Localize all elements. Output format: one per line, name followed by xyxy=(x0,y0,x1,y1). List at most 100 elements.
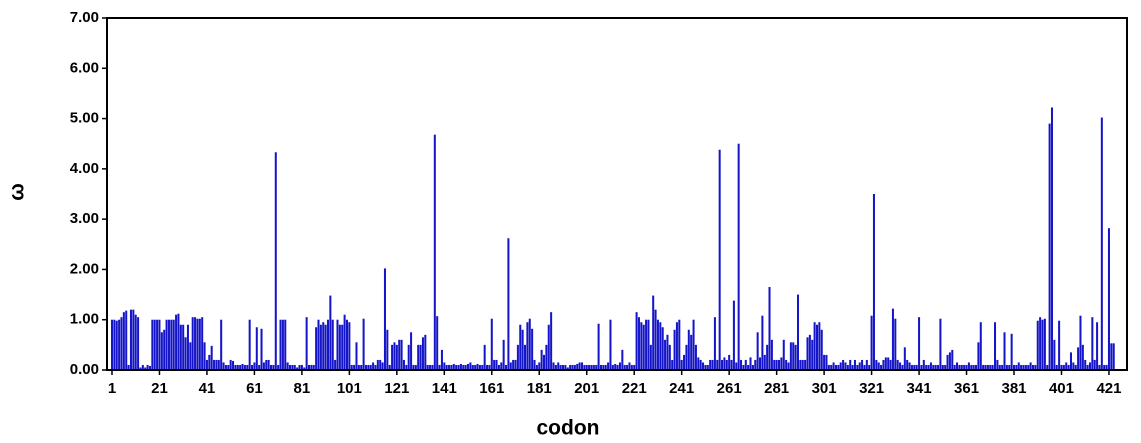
bar xyxy=(756,332,759,370)
bar xyxy=(972,364,975,370)
bar xyxy=(272,364,275,370)
bar xyxy=(1043,318,1046,370)
bar xyxy=(664,339,667,370)
bar xyxy=(246,364,249,370)
bar xyxy=(989,364,992,370)
bar xyxy=(998,364,1001,370)
bar xyxy=(635,312,638,370)
bar xyxy=(524,344,527,370)
bar xyxy=(533,359,536,370)
bar xyxy=(293,364,296,370)
bar xyxy=(977,342,980,370)
bar xyxy=(291,364,294,370)
x-tick-label: 341 xyxy=(907,380,932,397)
bar xyxy=(839,362,842,370)
y-axis-title: ω xyxy=(6,183,29,201)
bar xyxy=(984,364,987,370)
bar xyxy=(571,364,574,370)
bar xyxy=(796,294,800,370)
bar xyxy=(1100,117,1103,371)
bar xyxy=(400,339,403,370)
bar xyxy=(611,364,614,370)
bar xyxy=(364,364,367,370)
bar xyxy=(127,364,130,370)
bar xyxy=(706,364,709,370)
bar xyxy=(326,319,330,370)
bar xyxy=(868,364,871,370)
bar xyxy=(768,287,771,370)
bar xyxy=(186,324,189,370)
bar xyxy=(251,364,254,370)
bar xyxy=(215,359,218,370)
bar xyxy=(1079,315,1082,370)
bar xyxy=(823,354,826,370)
bar xyxy=(991,364,994,370)
bar xyxy=(421,337,424,370)
x-tick-label: 201 xyxy=(574,380,599,397)
bar xyxy=(526,322,529,370)
bar xyxy=(699,359,702,370)
bar xyxy=(934,364,937,370)
x-tick-label: 101 xyxy=(337,380,362,397)
bar xyxy=(151,319,154,370)
bar xyxy=(350,364,353,370)
bar xyxy=(678,319,681,370)
bar xyxy=(234,364,237,370)
bar xyxy=(429,364,432,370)
bar xyxy=(241,363,244,370)
bar xyxy=(540,349,543,370)
y-tick-label: 3.00 xyxy=(70,210,99,227)
bar xyxy=(232,360,235,370)
bar xyxy=(1031,364,1035,370)
bar xyxy=(296,367,299,370)
bar xyxy=(832,362,835,370)
bar xyxy=(132,309,135,370)
x-tick-label: 121 xyxy=(384,380,409,397)
bar xyxy=(395,344,398,370)
bar xyxy=(137,317,140,370)
bar xyxy=(210,345,213,370)
bar xyxy=(858,362,861,370)
bar xyxy=(953,364,956,370)
bar xyxy=(702,362,705,370)
bar xyxy=(780,357,783,370)
bar xyxy=(585,364,588,370)
bar xyxy=(718,149,721,370)
bar xyxy=(896,359,899,370)
bar xyxy=(1067,364,1070,370)
bar xyxy=(554,364,557,370)
x-tick-label: 221 xyxy=(622,380,647,397)
bar xyxy=(213,359,216,370)
bar xyxy=(827,364,830,370)
bar xyxy=(286,362,289,370)
bar xyxy=(754,359,757,370)
bar xyxy=(1003,332,1006,370)
bar xyxy=(405,364,408,370)
bar xyxy=(1093,359,1096,370)
bar xyxy=(986,364,989,370)
bar xyxy=(963,364,966,370)
bar xyxy=(519,324,522,370)
bar xyxy=(960,364,963,370)
bar xyxy=(766,344,769,370)
bar xyxy=(1110,343,1113,370)
bar xyxy=(191,317,194,370)
bar xyxy=(476,363,479,370)
bar xyxy=(198,318,201,370)
bar xyxy=(1055,364,1058,370)
bar xyxy=(196,318,199,370)
bar xyxy=(877,362,880,370)
bar xyxy=(163,329,166,370)
bar xyxy=(588,364,591,370)
bar xyxy=(1084,359,1087,370)
y-tick-label: 7.00 xyxy=(70,9,99,26)
bar xyxy=(820,329,823,370)
bar xyxy=(170,319,173,370)
bar xyxy=(1050,107,1053,370)
bar xyxy=(599,364,602,370)
bar xyxy=(903,347,906,370)
bar xyxy=(642,324,645,370)
bar xyxy=(486,364,489,370)
bar xyxy=(946,354,949,370)
